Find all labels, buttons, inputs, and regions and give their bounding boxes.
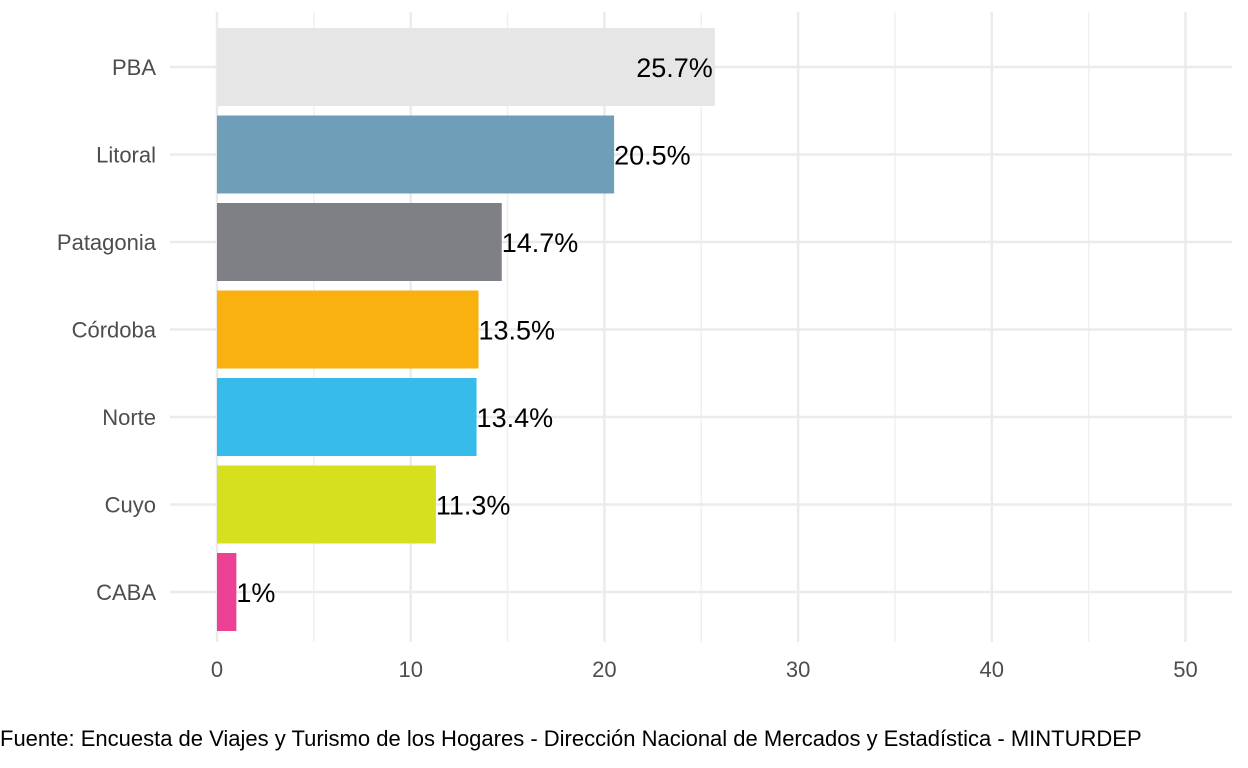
bar: [217, 290, 479, 369]
category-label: Córdoba: [72, 318, 157, 343]
bars: [217, 28, 715, 631]
category-label: Litoral: [96, 143, 156, 168]
source-caption: Fuente: Encuesta de Viajes y Turismo de …: [0, 726, 1142, 751]
bar-chart: 25.7% 20.5% 14.7% 13.5% 13.4% 11.3% 1% PBA Lito…: [57, 12, 1232, 682]
value-axis: 0 10 20 30 40 50: [211, 657, 1198, 682]
category-label: PBA: [112, 55, 156, 80]
x-tick-label: 0: [211, 657, 223, 682]
data-label: 20.5%: [614, 141, 691, 171]
data-label: 13.5%: [478, 316, 555, 346]
data-label: 25.7%: [636, 53, 713, 83]
data-labels: 25.7% 20.5% 14.7% 13.5% 13.4% 11.3% 1%: [236, 53, 712, 608]
data-label: 14.7%: [502, 228, 579, 258]
category-label: CABA: [96, 580, 156, 605]
bar: [217, 465, 436, 544]
x-tick-label: 20: [592, 657, 616, 682]
category-label: Cuyo: [105, 493, 156, 518]
bar: [217, 378, 477, 456]
data-label: 13.4%: [477, 403, 554, 433]
bar: [217, 115, 615, 194]
x-tick-label: 30: [786, 657, 810, 682]
bar: [217, 553, 237, 631]
x-tick-label: 50: [1173, 657, 1197, 682]
x-tick-label: 40: [980, 657, 1004, 682]
data-label: 1%: [236, 578, 275, 608]
data-label: 11.3%: [436, 491, 511, 521]
x-tick-label: 10: [398, 657, 422, 682]
bar: [217, 28, 715, 106]
category-label: Norte: [102, 405, 156, 430]
category-label: Patagonia: [57, 230, 157, 255]
bar: [217, 203, 502, 281]
category-axis: PBA Litoral Patagonia Córdoba Norte Cuyo CABA: [57, 55, 157, 605]
